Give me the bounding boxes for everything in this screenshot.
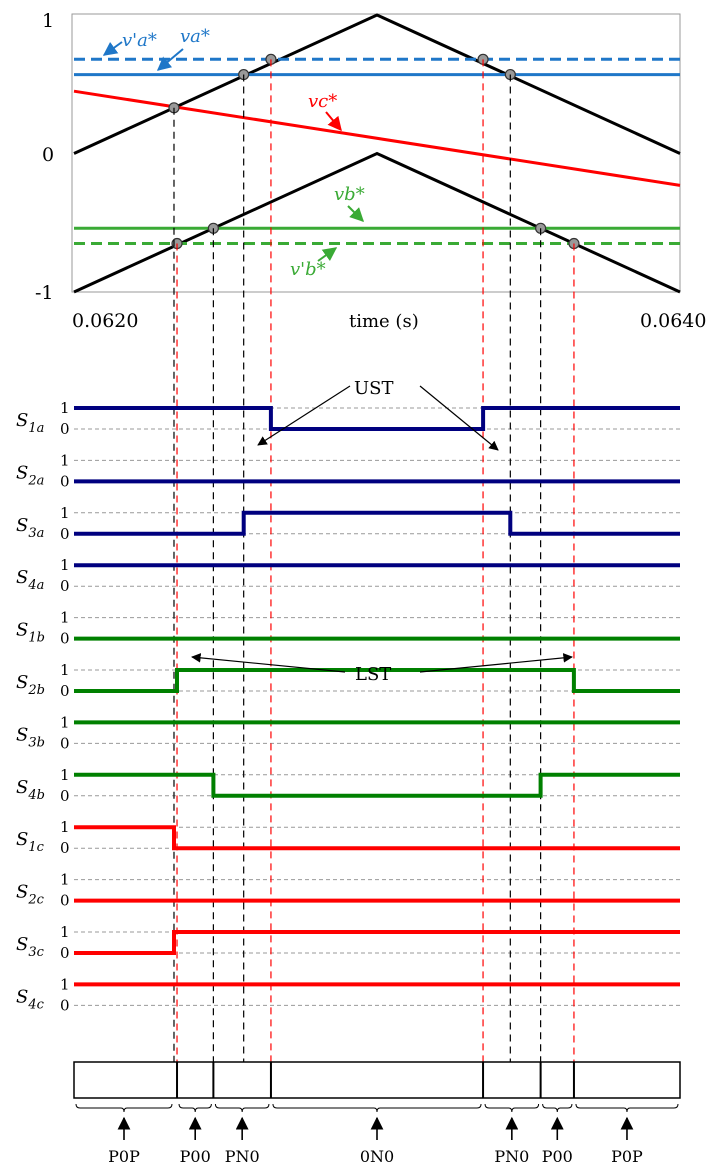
level-label-low: 0 xyxy=(60,839,70,857)
y-tick-label: 1 xyxy=(42,10,54,32)
level-label-high: 1 xyxy=(60,713,70,731)
signal-label: S4a xyxy=(16,567,44,593)
signal-label: S2b xyxy=(16,672,45,698)
signal-label: S1a xyxy=(16,410,44,436)
label-vb-prime: v'b* xyxy=(290,259,326,280)
level-label-low: 0 xyxy=(60,944,70,962)
level-label-low: 0 xyxy=(60,577,70,595)
x-axis-label: time (s) xyxy=(349,311,419,332)
lst-arrow-right xyxy=(419,653,573,673)
signal-label: S2c xyxy=(16,882,45,908)
x-tick-label: 0.0620 xyxy=(72,310,138,332)
level-label-low: 0 xyxy=(60,630,70,648)
level-label-low: 0 xyxy=(60,525,70,543)
switching-signals: S1a 1 0 S2a 1 0 S3a 1 0 S4a 1 0 S1b 1 0 S2b 1 0 S3b 1 0 S4b 1 0… xyxy=(16,399,680,1014)
level-label-high: 1 xyxy=(60,399,70,417)
ust-label: UST xyxy=(354,378,394,399)
state-brace xyxy=(178,1103,212,1113)
state-label: PN0 xyxy=(494,1147,529,1166)
level-label-high: 1 xyxy=(60,923,70,941)
state-brace xyxy=(272,1103,482,1113)
signal-label: S4c xyxy=(16,986,45,1012)
series-carrier_lower xyxy=(73,151,681,294)
signal-label: S3b xyxy=(16,724,45,750)
state-label: P0P xyxy=(108,1147,140,1166)
signal-waveform-S4b xyxy=(74,772,680,798)
transition-guide-lines xyxy=(173,59,575,1098)
level-label-high: 1 xyxy=(60,975,70,993)
label-vb-arrow xyxy=(347,205,364,222)
top-plot-series xyxy=(73,13,681,294)
level-label-low: 0 xyxy=(60,996,70,1014)
lst-label: LST xyxy=(355,664,391,685)
lst-annotation: LST xyxy=(191,653,573,685)
vector-state-labels: P0P P00 PN0 0N0 PN0 P00 P0P xyxy=(75,1103,679,1166)
signal-waveform-S3c xyxy=(74,930,680,955)
label-vc-arrow xyxy=(325,111,342,132)
signal-label: S1b xyxy=(16,620,45,646)
state-label: P00 xyxy=(542,1147,573,1166)
state-label: P0P xyxy=(611,1147,643,1166)
signal-waveform-S1c xyxy=(74,825,680,851)
signal-label: S1c xyxy=(16,829,45,855)
signal-label: S4b xyxy=(16,777,45,803)
state-bar-frame xyxy=(73,1061,681,1099)
signal-label: S2a xyxy=(16,462,44,488)
state-brace xyxy=(484,1103,540,1113)
label-vc: vc* xyxy=(308,91,337,112)
signal-waveform-S2b xyxy=(74,668,680,693)
signal-label: S3c xyxy=(16,934,45,960)
level-label-low: 0 xyxy=(60,420,70,438)
ust-annotation: UST xyxy=(257,378,499,451)
x-tick-label: 0.0640 xyxy=(640,310,706,332)
level-label-low: 0 xyxy=(60,472,70,490)
level-label-high: 1 xyxy=(60,504,70,522)
label-va: va* xyxy=(180,26,210,47)
label-va-prime: v'a* xyxy=(122,30,157,51)
ust-arrow-left xyxy=(257,385,351,446)
lst-arrow-left xyxy=(191,653,346,673)
state-brace xyxy=(75,1103,173,1113)
label-vb-prime-arrow xyxy=(317,247,338,262)
state-brace xyxy=(542,1103,573,1113)
signal-waveform-S3a xyxy=(74,510,680,536)
label-va-arrow xyxy=(156,48,184,71)
level-label-low: 0 xyxy=(60,787,70,805)
level-label-low: 0 xyxy=(60,892,70,910)
level-label-high: 1 xyxy=(60,661,70,679)
level-label-high: 1 xyxy=(60,609,70,627)
level-label-high: 1 xyxy=(60,556,70,574)
switching-signal-grid xyxy=(74,407,680,1006)
level-label-high: 1 xyxy=(60,766,70,784)
reference-carrier-plot: 1 0 -1 0.0620 0.0640 time (s) v'a* va* v… xyxy=(35,10,706,332)
series-carrier_upper xyxy=(73,13,681,155)
vector-state-bar xyxy=(73,1061,681,1099)
signal-waveform-S1a xyxy=(74,406,680,431)
state-brace xyxy=(214,1103,270,1113)
label-vb: vb* xyxy=(334,184,365,205)
state-brace xyxy=(575,1103,679,1113)
level-label-low: 0 xyxy=(60,682,70,700)
level-label-low: 0 xyxy=(60,734,70,752)
series-ref-4 xyxy=(73,89,681,187)
state-label: 0N0 xyxy=(360,1147,394,1166)
y-tick-label: 0 xyxy=(42,144,54,166)
signal-label: S3a xyxy=(16,515,44,541)
y-tick-label: -1 xyxy=(35,282,54,304)
state-label: PN0 xyxy=(225,1147,260,1166)
level-label-high: 1 xyxy=(60,871,70,889)
level-label-high: 1 xyxy=(60,818,70,836)
level-label-high: 1 xyxy=(60,451,70,469)
state-label: P00 xyxy=(180,1147,211,1166)
ust-arrow-right xyxy=(419,385,499,451)
label-va-prime-arrow xyxy=(102,41,123,56)
